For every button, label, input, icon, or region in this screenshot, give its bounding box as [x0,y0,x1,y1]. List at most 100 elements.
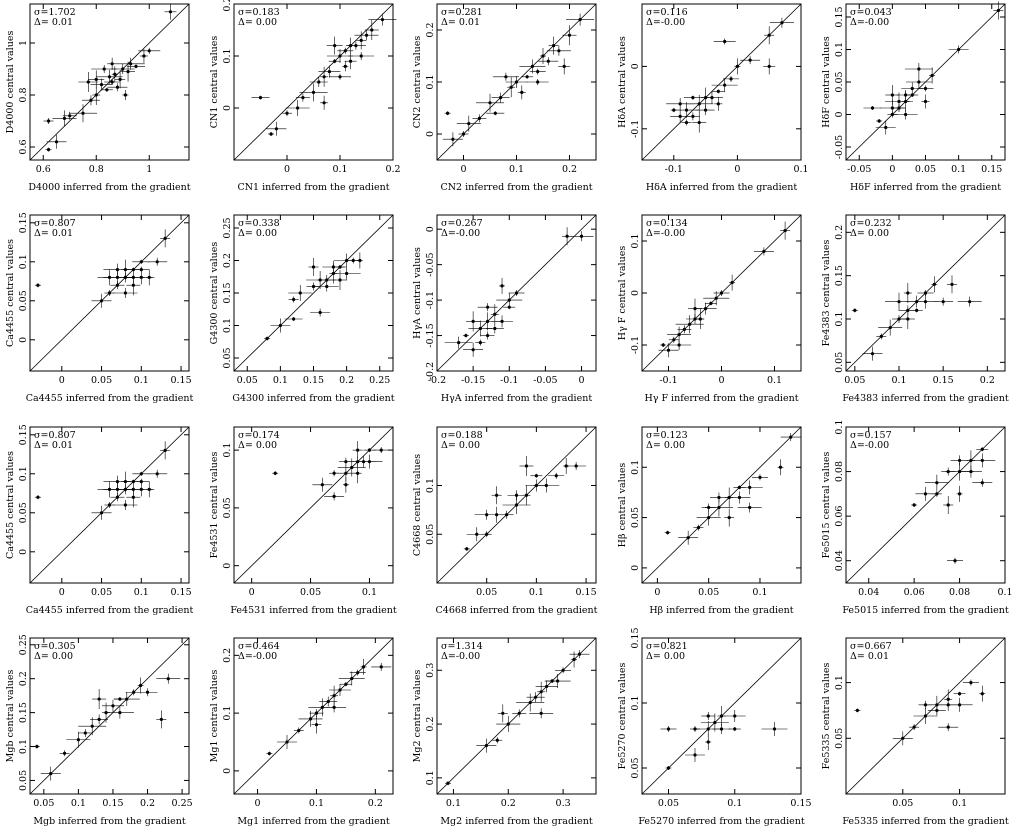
data-point [507,305,511,309]
y-tick-label: 0.15 [834,265,845,286]
data-point [704,108,708,112]
y-tick-label: 0.05 [18,502,29,523]
data-point [748,505,752,510]
data-point [485,319,490,323]
data-point [514,503,519,507]
data-point [534,695,538,699]
data-point [716,89,720,93]
data-point [147,49,151,53]
data-point [110,62,114,66]
data-point [343,49,347,53]
data-point [536,70,540,74]
x-tick-label: 0.15 [981,164,1002,175]
y-tick-label: 0 [630,290,641,296]
data-point [68,114,72,118]
data-point [273,471,277,475]
data-point [278,323,282,328]
x-tick-label: 0.05 [698,587,719,598]
data-point [758,475,762,479]
data-point [478,341,482,345]
x-tick-label: 0.1 [752,587,767,598]
stat-label: σ=0.281 [441,7,483,18]
data-point [125,697,129,701]
data-point [139,683,143,688]
y-tick-label: 0.05 [834,728,845,749]
data-point [578,18,582,22]
data-point [332,494,336,498]
y-tick-label: 0.15 [18,424,29,445]
data-point [139,472,143,476]
data-point [719,727,724,731]
data-point [121,67,125,71]
x-tick-label: 0.25 [369,375,390,386]
data-point [311,265,316,269]
stat-label: σ=0.123 [646,430,688,441]
x-tick-label: 0 [718,375,724,386]
plot-frame [29,426,190,584]
data-point [693,753,697,757]
one-to-one-line [233,426,394,584]
data-point [572,657,576,662]
data-point [317,80,321,84]
x-axis-label: Mgb inferred from the gradient [33,816,186,827]
data-point [678,114,682,118]
data-point [333,44,337,48]
data-point [258,96,263,100]
data-point [677,343,681,347]
x-tick-label: 0.15 [790,798,811,809]
y-tick-label: 0.2 [222,648,233,663]
one-to-one-line [233,637,394,795]
data-point [910,86,914,91]
x-tick-label: 0 [460,164,466,175]
data-point [789,435,793,439]
data-point [379,665,383,669]
plot-frame [641,426,802,584]
x-tick-label: -0.2 [428,375,446,386]
data-point [97,697,101,701]
data-point [520,90,524,94]
y-tick-label: 0.05 [834,352,845,373]
data-point [969,469,973,474]
x-tick-label: 0.2 [140,798,155,809]
data-point [485,513,489,517]
y-tick-label: 0.06 [834,506,845,527]
y-tick-label: 0.2 [425,22,436,37]
y-tick-label: 0 [222,105,233,111]
x-tick-label: -0.05 [533,375,557,386]
data-point [292,317,296,321]
data-point [509,85,513,89]
data-point [539,690,543,694]
x-tick-label: 0.1 [134,587,149,598]
y-axis-label: Fe4383 central values [821,240,832,347]
y-tick-label: -0.1 [630,336,641,354]
data-point [115,268,120,272]
data-point [923,300,928,304]
data-point [554,474,558,478]
data-point [897,317,901,321]
data-point [139,268,143,272]
stat-label: Δ=-0.00 [238,651,277,662]
data-point [105,88,109,92]
x-tick-label: 0.05 [91,587,112,598]
data-point [697,120,701,125]
x-axis-label: D4000 inferred from the gradient [28,182,190,193]
y-tick-label: 0.15 [18,702,29,723]
data-point [693,307,697,311]
data-point [672,338,676,342]
x-tick-label: 0.8 [89,164,104,175]
x-axis-label: HδA inferred from the gradient [646,182,798,193]
y-tick-label: 0.2 [18,671,29,686]
x-tick-label: -0.1 [665,164,683,175]
data-point [691,114,695,118]
data-point [904,99,908,104]
y-tick-label: 0.15 [834,6,845,27]
x-tick-label: 0.1 [951,164,966,175]
x-axis-label: C4668 inferred from the gradient [436,605,598,616]
stat-label: Δ= 0.00 [238,228,277,239]
y-tick-label: 0.1 [834,311,845,326]
data-point [343,64,347,68]
